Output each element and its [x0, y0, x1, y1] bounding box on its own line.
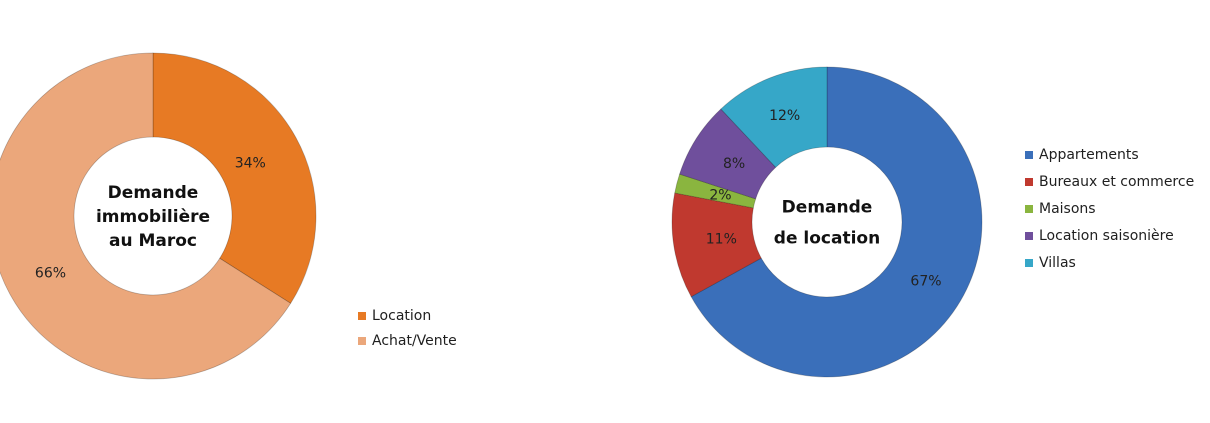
legend-location: Appartements Bureaux et commerce Maisons…: [1025, 141, 1194, 276]
slice-maisons: [674, 173, 757, 209]
legend-label: Achat/Vente: [372, 332, 457, 349]
legend-item-location-saisoniere: Location saisonière: [1025, 222, 1194, 249]
legend-swatch: [1025, 150, 1033, 159]
legend-immobilier: Location Achat/Vente: [358, 303, 457, 353]
data-label-bureaux-et-commerce: 11%: [706, 232, 737, 248]
slice-bureaux-et-commerce: [671, 192, 762, 298]
data-label-appartements: 67%: [910, 274, 941, 290]
legend-label: Appartements: [1039, 146, 1139, 163]
doughnut-chart-location: 67% 11% 2% 8% 12% Demande de location: [671, 66, 983, 378]
data-label-location: 34%: [235, 156, 266, 172]
data-label-achat-vente: 66%: [35, 265, 66, 281]
slice-location-saisoniere: [679, 108, 777, 200]
legend-label: Villas: [1039, 254, 1076, 271]
legend-item-maisons: Maisons: [1025, 195, 1194, 222]
legend-item-achat-vente: Achat/Vente: [358, 328, 457, 353]
chart-center-title: de location: [774, 229, 880, 249]
chart-center-title: Demande: [782, 198, 873, 218]
data-label-villas: 12%: [769, 108, 800, 124]
legend-swatch: [358, 311, 366, 320]
chart-center-title: immobilière: [96, 207, 210, 227]
chart-center-title: au Maroc: [109, 231, 197, 251]
data-label-location-saisoniere: 8%: [723, 156, 745, 172]
doughnut-chart-immobilier: 34% 66% Demande immobilière au Maroc: [0, 52, 317, 380]
slice-location: [152, 52, 317, 304]
legend-item-appartements: Appartements: [1025, 141, 1194, 168]
data-label-maisons: 2%: [709, 188, 731, 204]
legend-swatch: [1025, 231, 1033, 240]
legend-swatch: [1025, 204, 1033, 213]
legend-swatch: [1025, 177, 1033, 186]
legend-label: Maisons: [1039, 200, 1096, 217]
legend-item-bureaux: Bureaux et commerce: [1025, 168, 1194, 195]
legend-label: Location saisonière: [1039, 227, 1174, 244]
legend-item-villas: Villas: [1025, 249, 1194, 276]
chart-center-title: Demande: [108, 183, 199, 203]
legend-label: Location: [372, 307, 432, 324]
legend-item-location: Location: [358, 303, 457, 328]
legend-swatch: [1025, 258, 1033, 267]
slice-appartements: [690, 66, 983, 378]
slice-achat-vente: [0, 52, 292, 380]
legend-label: Bureaux et commerce: [1039, 173, 1195, 190]
slice-villas: [720, 66, 828, 168]
legend-swatch: [358, 336, 366, 345]
